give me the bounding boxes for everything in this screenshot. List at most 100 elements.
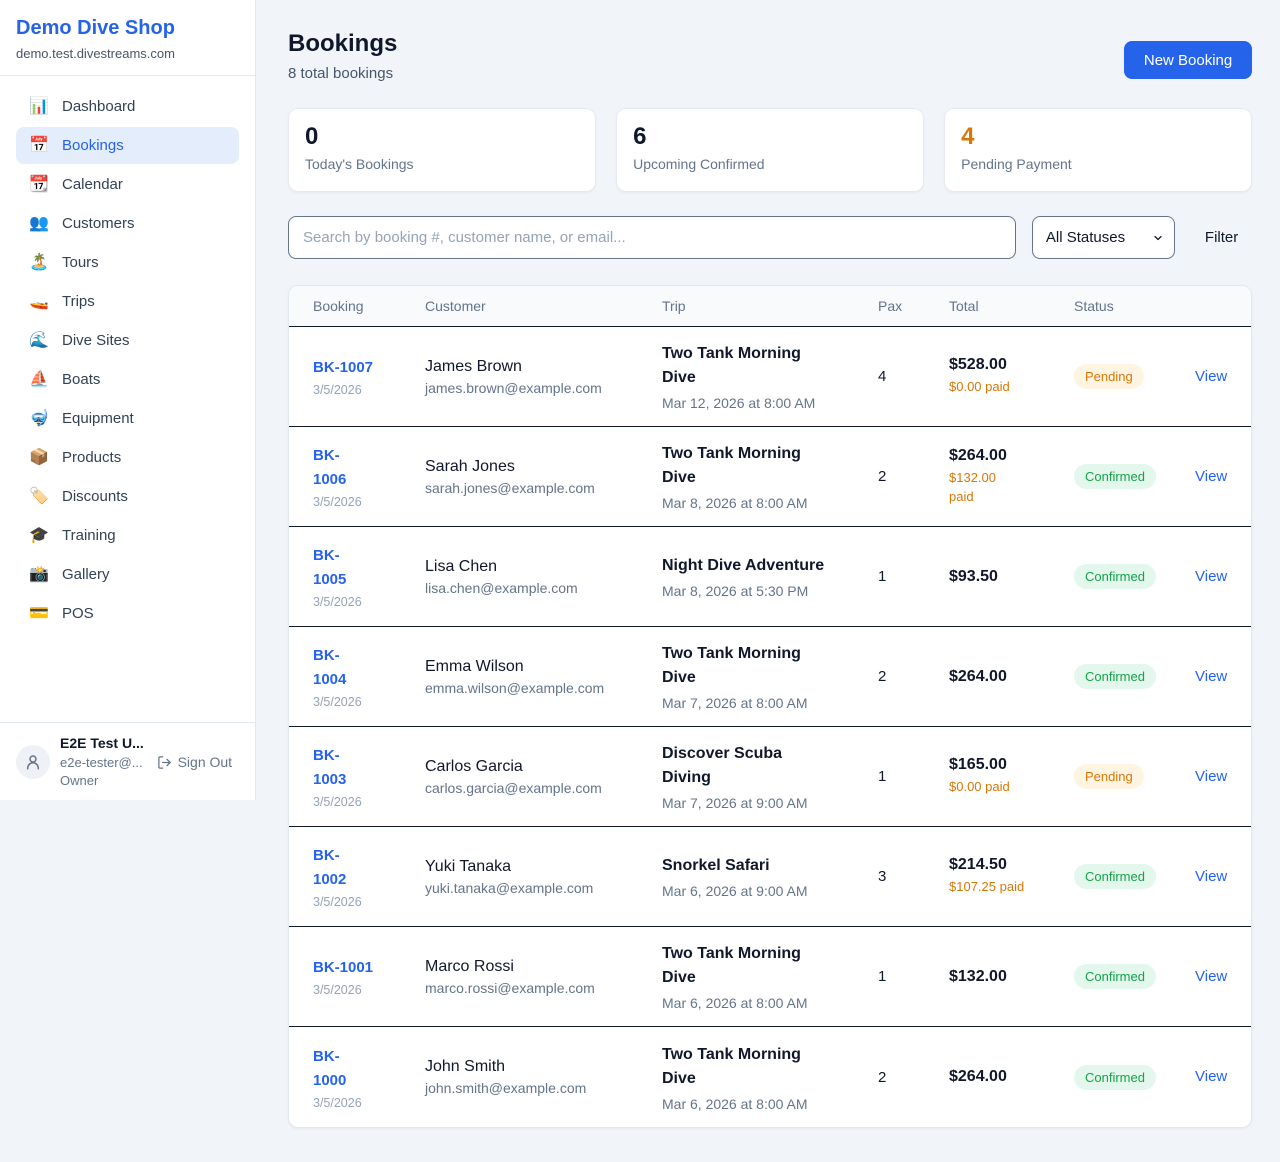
view-link[interactable]: View <box>1195 967 1228 985</box>
view-link[interactable]: View <box>1195 467 1228 485</box>
sidebar-item-training[interactable]: 🎓 Training <box>16 517 239 554</box>
user-info: E2E Test U... e2e-tester@... Sign Out Ow… <box>60 735 232 788</box>
customer-name: Yuki Tanaka <box>425 857 511 875</box>
credit-card-icon: 💳 <box>29 604 49 622</box>
status-badge: Pending <box>1074 364 1144 389</box>
label-tag-icon: 🏷️ <box>29 487 49 505</box>
sidebar-item-trips[interactable]: 🚤 Trips <box>16 283 239 320</box>
booking-id-link[interactable]: BK- 1000 <box>313 1047 347 1089</box>
column-header-trip: Trip <box>662 298 686 314</box>
sidebar-item-boats[interactable]: ⛵ Boats <box>16 361 239 398</box>
booking-id-link[interactable]: BK- 1005 <box>313 547 347 588</box>
booking-id-link[interactable]: BK-1001 <box>313 959 374 976</box>
trip-datetime: Mar 7, 2026 at 8:00 AM <box>662 695 808 711</box>
page-title-block: Bookings 8 total bookings <box>288 30 397 82</box>
customer-name: John Smith <box>425 1058 506 1075</box>
sidebar-item-dive-sites[interactable]: 🌊 Dive Sites <box>16 322 239 359</box>
sidebar-item-gallery[interactable]: 📸 Gallery <box>16 556 239 593</box>
sidebar-user-section: E2E Test U... e2e-tester@... Sign Out Ow… <box>0 722 255 800</box>
sidebar-item-label: Trips <box>62 293 95 310</box>
bar-chart-icon: 📊 <box>29 97 49 115</box>
wave-icon: 🌊 <box>29 331 49 349</box>
booking-id-link[interactable]: BK-1007 <box>313 359 374 376</box>
view-link[interactable]: View <box>1195 867 1228 885</box>
table-row: BK-1007 3/5/2026 James Brown james.brown… <box>289 327 1252 427</box>
filter-button[interactable]: Filter <box>1204 229 1239 246</box>
total-amount: $132.00 <box>949 967 1007 985</box>
paid-amount: $0.00 paid <box>949 379 1010 395</box>
trip-name: Two Tank Morning Dive <box>662 1045 801 1087</box>
search-input[interactable] <box>288 216 1016 259</box>
new-booking-button[interactable]: New Booking <box>1123 41 1253 79</box>
sidebar-item-calendar[interactable]: 📆 Calendar <box>16 166 239 203</box>
sidebar-item-products[interactable]: 📦 Products <box>16 439 239 476</box>
table-row: BK- 1004 3/5/2026 Emma Wilson emma.wilso… <box>289 627 1252 727</box>
diving-mask-icon: 🤿 <box>29 409 49 427</box>
total-amount: $93.50 <box>949 567 998 585</box>
sidebar-item-label: Bookings <box>62 137 124 154</box>
pax-count: 1 <box>878 968 887 985</box>
view-link[interactable]: View <box>1195 767 1228 785</box>
view-link[interactable]: View <box>1195 667 1228 685</box>
paid-amount: $107.25 paid <box>949 879 1025 895</box>
filter-row: All Statuses Filter <box>288 216 1252 259</box>
trip-datetime: Mar 6, 2026 at 8:00 AM <box>662 1095 808 1112</box>
page-header: Bookings 8 total bookings New Booking <box>288 30 1253 82</box>
view-link[interactable]: View <box>1195 567 1228 585</box>
pax-count: 1 <box>878 768 887 785</box>
table-row: BK- 1006 3/5/2026 Sarah Jones sarah.jone… <box>289 427 1252 527</box>
booking-date: 3/5/2026 <box>313 1095 362 1110</box>
column-header-total: Total <box>949 298 979 314</box>
sidebar-item-label: Dashboard <box>62 98 136 115</box>
status-badge: Confirmed <box>1074 864 1156 889</box>
sidebar-item-discounts[interactable]: 🏷️ Discounts <box>16 478 239 515</box>
view-link[interactable]: View <box>1195 1068 1228 1085</box>
customer-email: emma.wilson@example.com <box>425 679 605 696</box>
stat-card-pending-payment: 4 Pending Payment <box>944 108 1253 192</box>
trip-name: Two Tank Morning Dive <box>662 945 801 986</box>
table-header-row: Booking Customer Trip Pax Total Status <box>289 286 1252 327</box>
calendar-icon: 📅 <box>29 136 49 154</box>
sidebar-item-bookings[interactable]: 📅 Bookings <box>16 127 239 164</box>
pax-count: 2 <box>878 668 887 685</box>
stat-card-upcoming-confirmed: 6 Upcoming Confirmed <box>616 108 925 192</box>
brand-title[interactable]: Demo Dive Shop <box>16 17 175 39</box>
sidebar-item-tours[interactable]: 🏝️ Tours <box>16 244 239 281</box>
pax-count: 3 <box>878 868 887 885</box>
column-header-booking: Booking <box>313 298 364 314</box>
user-role: Owner <box>60 773 99 788</box>
user-avatar <box>16 744 50 779</box>
page-title: Bookings <box>288 30 398 57</box>
sidebar-item-customers[interactable]: 👥 Customers <box>16 205 239 242</box>
sidebar-item-dashboard[interactable]: 📊 Dashboard <box>16 88 239 125</box>
view-link[interactable]: View <box>1195 367 1228 385</box>
sidebar-item-equipment[interactable]: 🤿 Equipment <box>16 400 239 437</box>
sidebar-item-label: Discounts <box>62 488 128 505</box>
table-row: BK- 1002 3/5/2026 Yuki Tanaka yuki.tanak… <box>289 827 1252 927</box>
trip-datetime: Mar 12, 2026 at 8:00 AM <box>662 395 816 411</box>
trip-datetime: Mar 6, 2026 at 9:00 AM <box>662 883 808 899</box>
booking-id-link[interactable]: BK- 1004 <box>313 647 347 688</box>
trip-datetime: Mar 7, 2026 at 9:00 AM <box>662 795 808 811</box>
table-row: BK- 1000 3/5/2026 John Smith john.smith@… <box>289 1027 1251 1127</box>
pax-count: 4 <box>878 368 887 385</box>
booking-id-link[interactable]: BK- 1002 <box>313 847 347 888</box>
stat-label: Upcoming Confirmed <box>633 156 765 172</box>
booking-id-link[interactable]: BK- 1006 <box>313 447 347 488</box>
trip-datetime: Mar 8, 2026 at 8:00 AM <box>662 495 808 511</box>
sidebar-item-pos[interactable]: 💳 POS <box>16 595 239 632</box>
bookings-count: 8 total bookings <box>288 65 394 82</box>
booking-id-link[interactable]: BK- 1003 <box>313 747 347 788</box>
sidebar-item-label: Customers <box>62 215 135 232</box>
column-header-status: Status <box>1074 298 1114 314</box>
graduation-cap-icon: 🎓 <box>29 526 49 544</box>
status-select[interactable]: All Statuses <box>1031 216 1175 259</box>
sidebar-item-label: Dive Sites <box>62 332 130 349</box>
trip-datetime: Mar 6, 2026 at 8:00 AM <box>662 995 808 1011</box>
booking-date: 3/5/2026 <box>313 695 362 709</box>
sailboat-icon: ⛵ <box>29 370 49 388</box>
total-amount: $264.00 <box>949 1068 1007 1085</box>
table-row: BK-1001 3/5/2026 Marco Rossi marco.rossi… <box>289 927 1252 1027</box>
sign-out-button[interactable]: Sign Out <box>157 754 232 770</box>
pax-count: 2 <box>878 1068 887 1086</box>
